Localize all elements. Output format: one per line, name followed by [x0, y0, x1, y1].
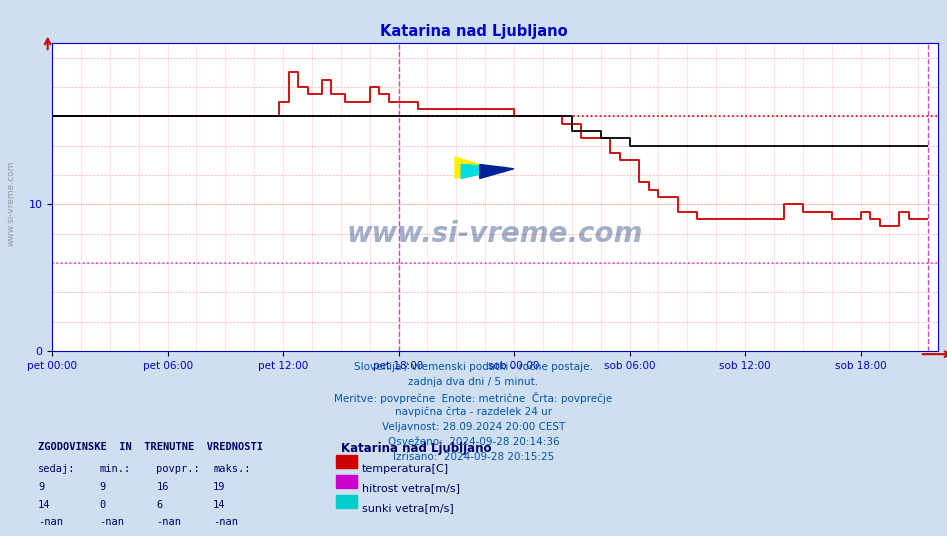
Text: hitrost vetra[m/s]: hitrost vetra[m/s]	[362, 483, 459, 494]
Polygon shape	[480, 165, 514, 178]
Polygon shape	[461, 165, 508, 178]
Text: 16: 16	[156, 482, 169, 493]
Text: Osveženo:  2024-09-28 20:14:36: Osveženo: 2024-09-28 20:14:36	[387, 437, 560, 447]
Text: 6: 6	[156, 500, 163, 510]
Text: maks.:: maks.:	[213, 464, 251, 474]
Text: ZGODOVINSKE  IN  TRENUTNE  VREDNOSTI: ZGODOVINSKE IN TRENUTNE VREDNOSTI	[38, 442, 263, 452]
Text: 0: 0	[99, 500, 106, 510]
Text: Izrisano:  2024-09-28 20:15:25: Izrisano: 2024-09-28 20:15:25	[393, 452, 554, 462]
Text: min.:: min.:	[99, 464, 131, 474]
Text: Katarina nad Ljubljano: Katarina nad Ljubljano	[380, 24, 567, 39]
Text: sedaj:: sedaj:	[38, 464, 76, 474]
Text: 14: 14	[38, 500, 50, 510]
Text: -nan: -nan	[156, 517, 181, 527]
Text: Meritve: povprečne  Enote: metrične  Črta: povprečje: Meritve: povprečne Enote: metrične Črta:…	[334, 392, 613, 404]
Text: -nan: -nan	[99, 517, 124, 527]
Text: 9: 9	[99, 482, 106, 493]
Text: zadnja dva dni / 5 minut.: zadnja dva dni / 5 minut.	[408, 377, 539, 387]
Text: navpična črta - razdelek 24 ur: navpična črta - razdelek 24 ur	[395, 407, 552, 418]
Text: 14: 14	[213, 500, 225, 510]
Text: Katarina nad Ljubljano: Katarina nad Ljubljano	[341, 442, 491, 455]
Text: povpr.:: povpr.:	[156, 464, 200, 474]
Text: Veljavnost: 28.09.2024 20:00 CEST: Veljavnost: 28.09.2024 20:00 CEST	[382, 422, 565, 432]
Polygon shape	[455, 157, 489, 178]
Text: Slovenija / vremenski podatki - ročne postaje.: Slovenija / vremenski podatki - ročne po…	[354, 362, 593, 373]
Text: 9: 9	[38, 482, 45, 493]
Text: 19: 19	[213, 482, 225, 493]
Text: temperatura[C]: temperatura[C]	[362, 464, 449, 474]
Text: -nan: -nan	[38, 517, 63, 527]
Text: -nan: -nan	[213, 517, 238, 527]
Text: sunki vetra[m/s]: sunki vetra[m/s]	[362, 503, 454, 513]
Text: www.si-vreme.com: www.si-vreme.com	[347, 220, 643, 248]
Text: www.si-vreme.com: www.si-vreme.com	[7, 161, 16, 247]
